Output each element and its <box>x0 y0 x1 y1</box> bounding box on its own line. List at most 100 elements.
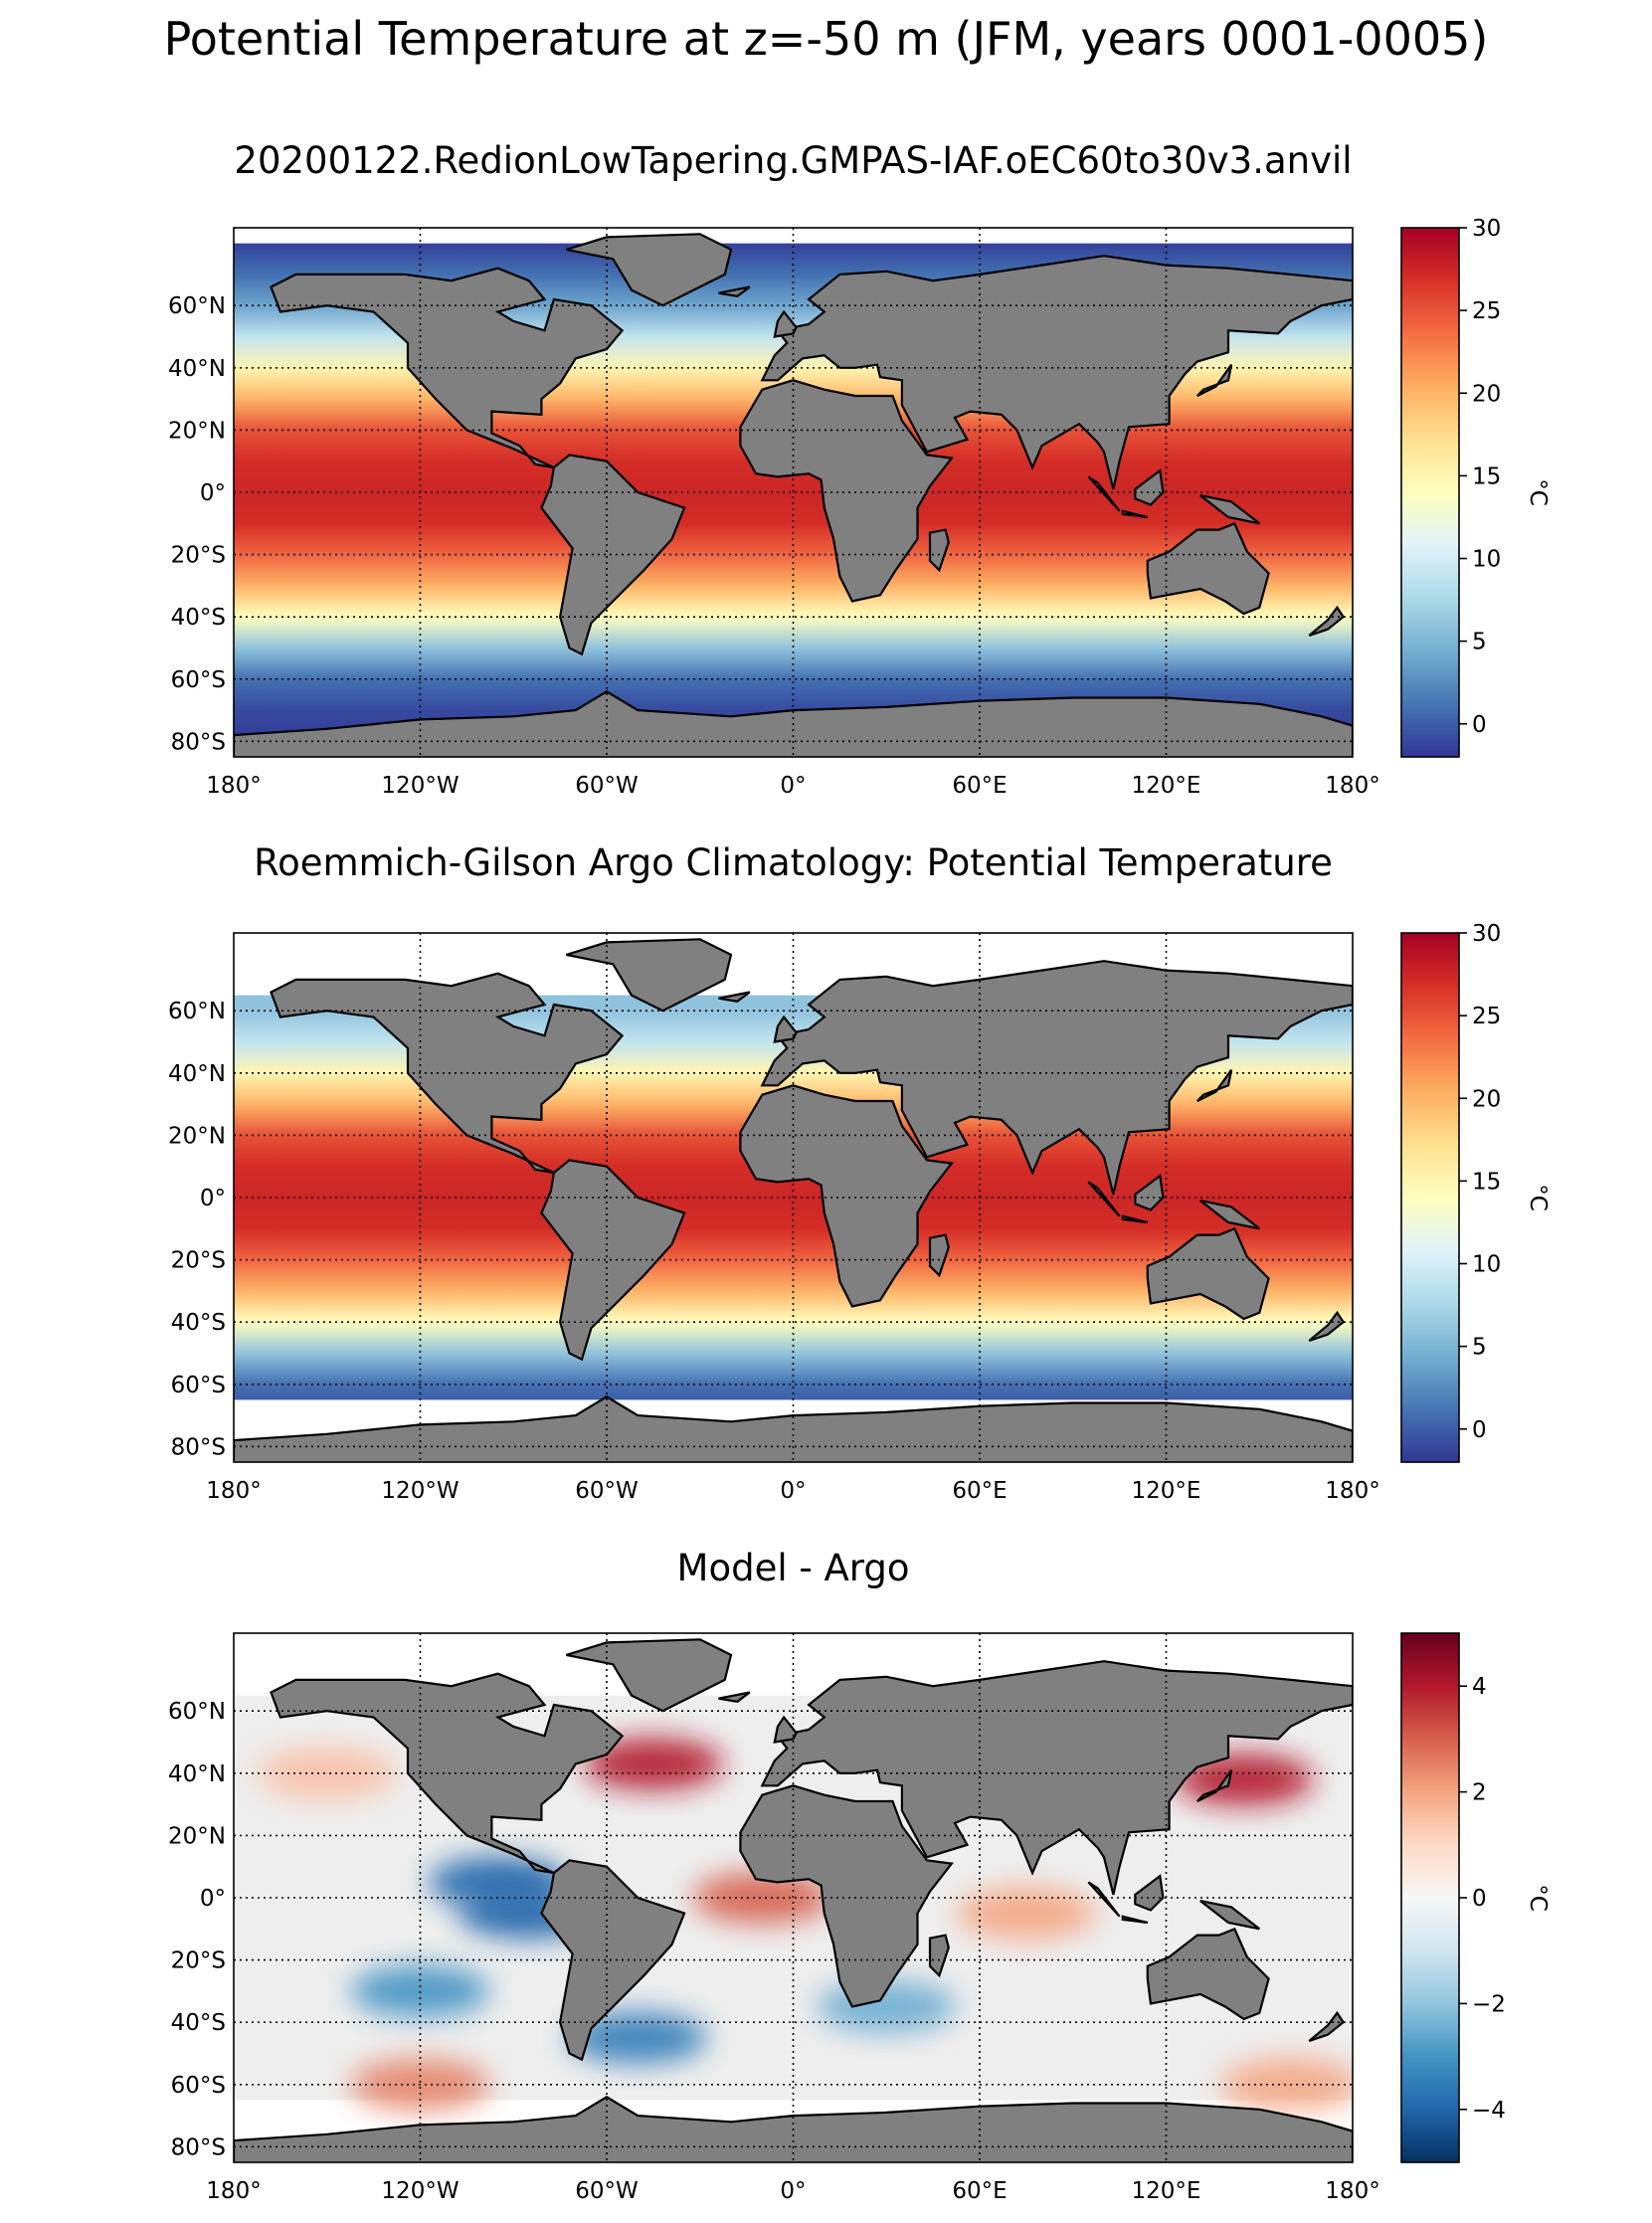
land-mass <box>718 991 751 1003</box>
anomaly-blob <box>956 1887 1096 1940</box>
land-mass <box>566 938 733 1013</box>
anomaly-blob <box>350 1964 490 2017</box>
land-mass <box>1308 1310 1346 1343</box>
colorbar-tick-label: 5 <box>1472 630 1487 655</box>
anomaly-blob <box>1220 2058 1353 2111</box>
land-mass <box>270 1672 625 1875</box>
x-tick-label: 180° <box>206 2178 261 2204</box>
land-mass <box>739 379 954 603</box>
colorbar-tick-label: 5 <box>1472 1335 1487 1361</box>
colorbar-tick-label: 20 <box>1472 1086 1501 1112</box>
panel-2-title: Roemmich-Gilson Argo Climatology: Potent… <box>254 841 1333 884</box>
land-mass <box>1121 509 1149 519</box>
y-tick-label: 40°S <box>171 2010 226 2036</box>
y-tick-label: 0° <box>200 480 226 506</box>
map-panel-3: 180° 120°W 60°W 0° 60°E 120°E 180° 60°N 40°N 20°N… <box>168 1632 1551 2204</box>
anomaly-blob <box>692 1872 832 1924</box>
colorbar-label: °C <box>1525 1884 1551 1912</box>
colorbar-tick-label: 30 <box>1472 216 1501 242</box>
land-mass <box>739 1084 954 1308</box>
x-tick-label: 0° <box>780 2178 806 2204</box>
colorbar-tick-label: 10 <box>1472 547 1501 573</box>
anomaly-blob <box>568 2011 708 2064</box>
figure-title: Potential Temperature at z=-50 m (JFM, y… <box>163 12 1489 66</box>
x-tick-label: 180° <box>1325 2178 1379 2204</box>
land-mass <box>1199 1900 1260 1931</box>
map-panel-1: 180° 120°W 60°W 0° 60°E 120°E 180° 60°N 40°N 20°N… <box>168 216 1551 799</box>
land-mass <box>1134 468 1165 506</box>
x-tick-label: 60°E <box>952 1478 1007 1504</box>
land-mass <box>566 233 733 307</box>
y-tick-label: 0° <box>200 1186 226 1211</box>
land-mass <box>1196 1769 1233 1802</box>
y-tick-label: 40°N <box>168 356 226 382</box>
land-mass <box>1087 1881 1121 1918</box>
land-mass <box>540 1859 686 2062</box>
land-mass <box>760 960 1353 1196</box>
y-tick-label: 80°S <box>171 1434 226 1460</box>
y-tick-label: 20°N <box>168 1123 226 1149</box>
colorbar <box>1400 932 1460 1463</box>
land-mass <box>1121 1214 1149 1224</box>
map-panel-2: 180° 120°W 60°W 0° 60°E 120°E 180° 60°N 40°N 20°N… <box>168 921 1551 1504</box>
land-mass <box>1087 475 1121 512</box>
y-tick-label: 20°N <box>168 418 226 444</box>
land-mass <box>773 309 798 338</box>
x-tick-label: 120°E <box>1132 1478 1201 1504</box>
x-tick-label: 60°W <box>575 2178 639 2204</box>
x-tick-label: 60°E <box>952 2178 1007 2204</box>
x-tick-label: 120°W <box>381 773 459 799</box>
x-tick-label: 120°W <box>381 1478 459 1504</box>
x-tick-label: 0° <box>780 1478 806 1504</box>
land-mass <box>270 267 625 469</box>
colorbar-tick-label: 10 <box>1472 1252 1501 1278</box>
colorbar-tick-label: 20 <box>1472 381 1501 407</box>
land-mass <box>773 1715 798 1744</box>
land-mass <box>1146 1226 1270 1321</box>
colorbar-label: °C <box>1525 478 1551 506</box>
colorbar-tick-label: 4 <box>1472 1674 1487 1700</box>
y-tick-label: 60°N <box>168 1699 226 1725</box>
x-tick-label: 0° <box>780 773 806 799</box>
map-frame <box>233 1632 1354 2163</box>
x-tick-label: 60°E <box>952 773 1007 799</box>
colorbar-tick-label: −2 <box>1472 1991 1506 2017</box>
map-frame <box>233 932 1354 1463</box>
x-tick-label: 120°W <box>381 2178 459 2204</box>
y-tick-label: 0° <box>200 1886 226 1912</box>
x-tick-label: 180° <box>1325 773 1379 799</box>
land-mass <box>566 1638 733 1713</box>
y-tick-label: 80°S <box>171 2134 226 2160</box>
land-mass <box>760 255 1353 490</box>
land-mass <box>1308 2010 1346 2043</box>
land-mass <box>773 1015 798 1043</box>
colorbar-tick-label: 25 <box>1472 1004 1501 1029</box>
land-mass <box>928 1934 950 1978</box>
land-mass <box>928 1233 950 1278</box>
land-mass <box>928 528 950 573</box>
colorbar-tick-label: 15 <box>1472 1169 1501 1195</box>
colorbar-tick-label: 30 <box>1472 921 1501 947</box>
y-tick-label: 60°S <box>171 1373 226 1398</box>
colorbar <box>1400 227 1460 758</box>
land-mass <box>760 1660 1353 1896</box>
land-mass <box>1146 521 1270 616</box>
colorbar <box>1400 1632 1460 2163</box>
x-tick-label: 180° <box>206 1478 261 1504</box>
colorbar-tick-label: 15 <box>1472 463 1501 489</box>
colorbar-tick-label: 0 <box>1472 712 1487 738</box>
colorbar-tick-label: 25 <box>1472 298 1501 324</box>
land-mass <box>1134 1874 1165 1912</box>
land-mass <box>739 1784 954 2008</box>
land-mass <box>1199 494 1260 525</box>
x-tick-label: 180° <box>206 773 261 799</box>
colorbar-tick-label: 2 <box>1472 1780 1487 1806</box>
x-tick-label: 180° <box>1325 1478 1379 1504</box>
land-mass <box>270 972 625 1175</box>
x-tick-label: 60°W <box>575 773 639 799</box>
colorbar-tick-label: −4 <box>1472 2098 1506 2124</box>
x-tick-label: 60°W <box>575 1478 639 1504</box>
y-tick-label: 20°N <box>168 1823 226 1849</box>
y-tick-label: 80°S <box>171 729 226 755</box>
y-tick-label: 60°N <box>168 293 226 319</box>
